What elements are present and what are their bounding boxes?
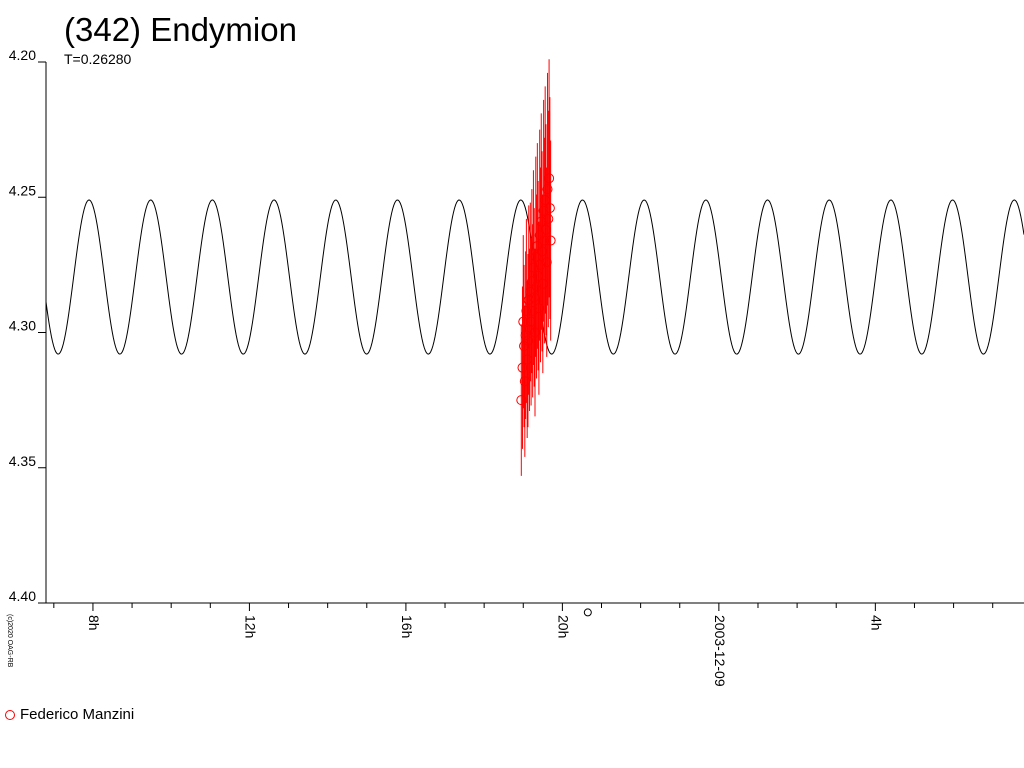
data-point: [541, 257, 552, 268]
chart-title: (342) Endymion: [64, 11, 297, 48]
legend: Federico Manzini: [5, 706, 134, 723]
data-point: [544, 173, 555, 184]
y-tick-label: 4.40: [9, 588, 36, 604]
x-ticks: 8h 12h 16h 20h 2003-12-09 4h: [53, 603, 994, 687]
x-tick-label: 12h: [242, 615, 258, 638]
y-tick-label: 4.35: [9, 453, 36, 469]
legend-marker-icon: [5, 710, 15, 720]
data-point: [542, 184, 553, 195]
x-tick-label: 2003-12-09: [712, 615, 728, 687]
stray-data-point: [583, 608, 592, 617]
data-point: [543, 213, 554, 224]
chart-subtitle: T=0.26280: [64, 51, 132, 67]
y-ticks: 4.20 4.25 4.30 4.35 4.40: [9, 47, 46, 604]
y-tick-label: 4.30: [9, 318, 36, 334]
y-tick-label: 4.20: [9, 47, 36, 63]
data-point: [545, 235, 556, 246]
x-tick-label: 4h: [868, 615, 884, 631]
copyright-note: (c)2020 OAG-RB: [6, 614, 13, 668]
x-tick-label: 8h: [86, 615, 102, 631]
x-tick-label: 16h: [399, 615, 415, 638]
observation-points: [516, 59, 592, 617]
y-tick-label: 4.25: [9, 182, 36, 198]
x-tick-label: 20h: [555, 615, 571, 638]
data-point: [544, 203, 555, 214]
legend-label: Federico Manzini: [20, 706, 134, 723]
